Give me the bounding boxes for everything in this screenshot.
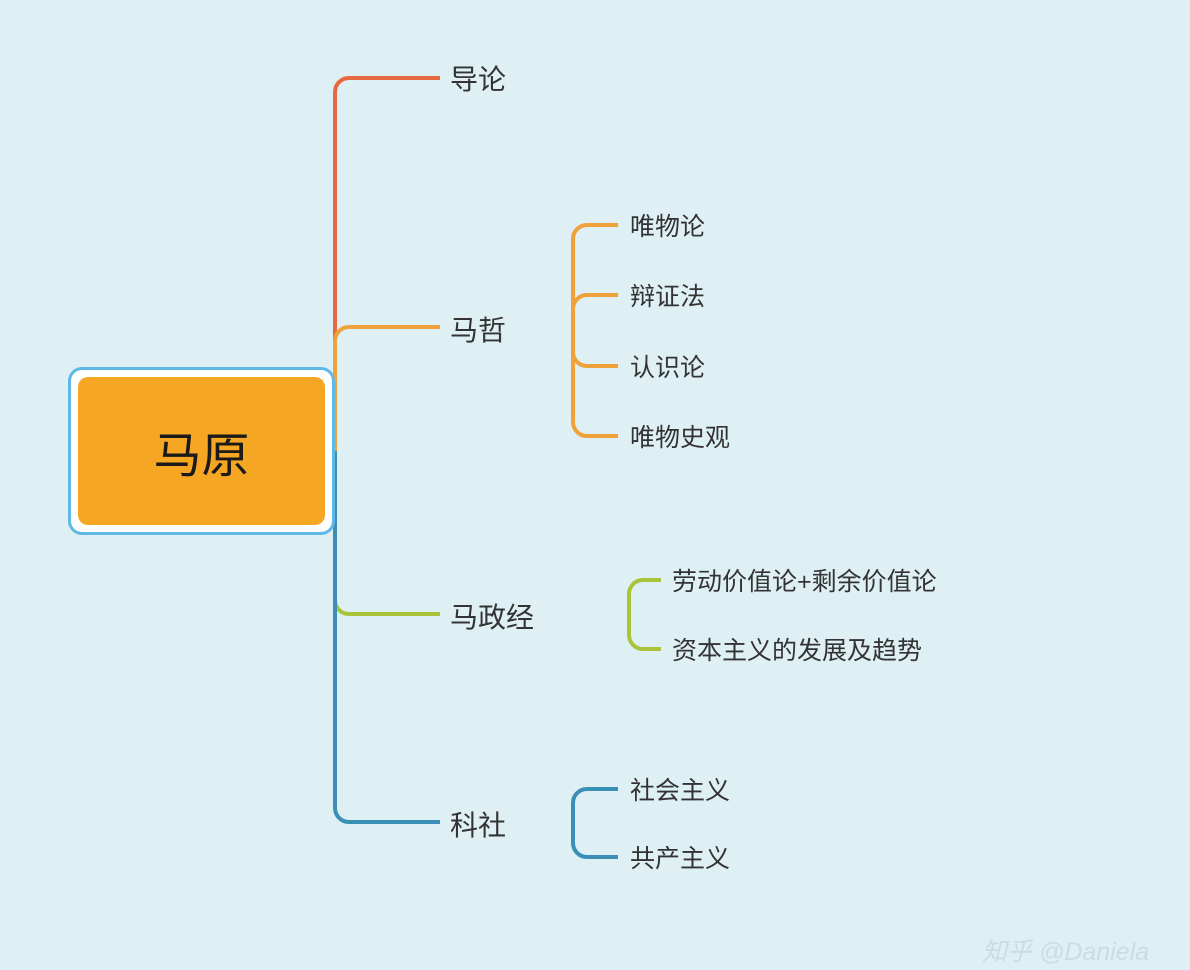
- connector: [573, 822, 618, 857]
- branch-scisoc-child-1-label: 共产主义: [630, 839, 730, 875]
- branch-philosophy-child-2-label: 认识论: [630, 348, 705, 384]
- connector: [335, 451, 440, 614]
- branch-polecon-label: 马政经: [450, 596, 534, 636]
- connector: [573, 327, 618, 436]
- branch-polecon-child-0-label: 劳动价值论+剩余价值论: [672, 562, 937, 598]
- connector: [335, 451, 440, 822]
- connector: [629, 580, 661, 614]
- branch-scisoc-label: 科社: [450, 804, 506, 844]
- connector: [629, 614, 661, 649]
- branch-scisoc-child-0-label: 社会主义: [630, 771, 730, 807]
- branch-philosophy-child-0-label: 唯物论: [630, 207, 705, 243]
- branch-philosophy-child-1-label: 辩证法: [630, 277, 705, 313]
- branch-intro-label: 导论: [450, 58, 506, 98]
- mindmap-canvas: 马原 知乎 @Daniela 导论马哲 唯物论辩证法认识论唯物史观马政经 劳动价值论…: [0, 0, 1190, 970]
- connector: [573, 225, 618, 327]
- root-node-inner: 马原: [78, 377, 325, 525]
- connector: [335, 78, 440, 451]
- branch-philosophy-child-3-label: 唯物史观: [630, 418, 730, 454]
- root-node: 马原: [68, 367, 335, 535]
- connector: [573, 327, 618, 366]
- branch-polecon-child-1-label: 资本主义的发展及趋势: [672, 631, 922, 667]
- connector: [573, 789, 618, 822]
- branch-philosophy-label: 马哲: [450, 309, 506, 349]
- connector: [573, 295, 618, 327]
- root-label: 马原: [153, 416, 249, 486]
- connector: [335, 327, 440, 451]
- watermark: 知乎 @Daniela: [982, 932, 1149, 968]
